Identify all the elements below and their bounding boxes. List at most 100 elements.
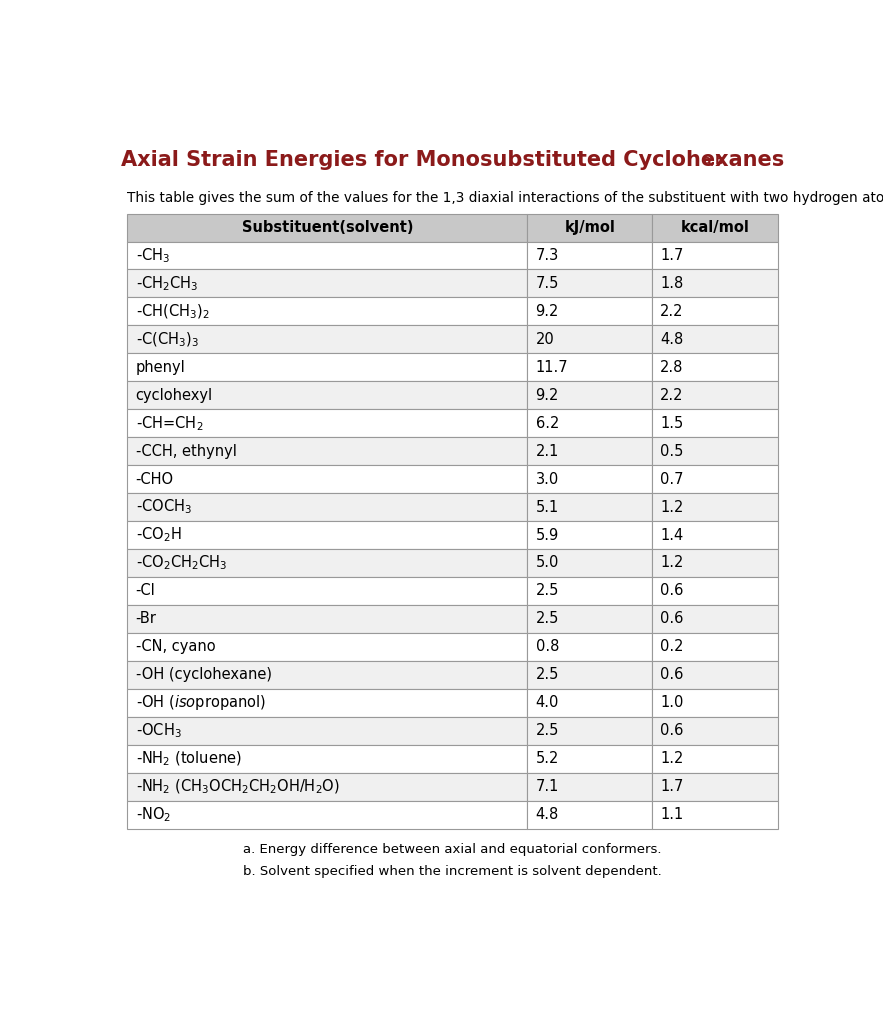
Bar [527, 269, 653, 297]
Text: cyclohexyl: cyclohexyl [136, 388, 213, 402]
Text: -OH (cyclohexane): -OH (cyclohexane) [136, 668, 272, 682]
Bar [127, 605, 527, 633]
Text: -OCH$_3$: -OCH$_3$ [136, 721, 182, 740]
Bar [127, 773, 527, 801]
Text: 5.1: 5.1 [535, 500, 559, 515]
Text: phenyl: phenyl [136, 359, 185, 375]
Text: 7.1: 7.1 [535, 779, 559, 795]
Text: -COCH$_3$: -COCH$_3$ [136, 498, 192, 516]
Text: 4.8: 4.8 [660, 332, 683, 347]
Bar [527, 297, 653, 326]
Bar [527, 577, 653, 605]
Text: -CCH, ethynyl: -CCH, ethynyl [136, 443, 237, 459]
Text: 0.8: 0.8 [535, 639, 559, 654]
Text: -CH$_2$CH$_3$: -CH$_2$CH$_3$ [136, 274, 199, 293]
Text: 2.2: 2.2 [660, 388, 683, 402]
Text: 9.2: 9.2 [535, 304, 559, 318]
Text: -C(CH$_3$)$_3$: -C(CH$_3$)$_3$ [136, 330, 199, 348]
Text: -CH$_3$: -CH$_3$ [136, 246, 170, 265]
Text: This table gives the sum of the values for the 1,3 diaxial interactions of the s: This table gives the sum of the values f… [127, 191, 883, 206]
Bar [127, 521, 527, 549]
Bar [127, 494, 527, 521]
Bar [653, 689, 778, 717]
Text: 1.1: 1.1 [660, 807, 683, 822]
Text: -CHO: -CHO [136, 472, 174, 486]
Bar [527, 214, 653, 242]
Bar [127, 269, 527, 297]
Text: 2.1: 2.1 [535, 443, 559, 459]
Bar [653, 717, 778, 744]
Bar [127, 410, 527, 437]
Text: -Br: -Br [136, 611, 156, 627]
Text: kcal/mol: kcal/mol [681, 220, 750, 236]
Bar [653, 326, 778, 353]
Text: 3.0: 3.0 [535, 472, 559, 486]
Text: 0.6: 0.6 [660, 668, 683, 682]
Text: 2.5: 2.5 [535, 668, 559, 682]
Text: 1.5: 1.5 [660, 416, 683, 431]
Bar [527, 242, 653, 269]
Text: 2.8: 2.8 [660, 359, 683, 375]
Bar [127, 437, 527, 465]
Text: 6.2: 6.2 [535, 416, 559, 431]
Bar [527, 633, 653, 660]
Bar [653, 353, 778, 381]
Text: -CH=CH$_2$: -CH=CH$_2$ [136, 414, 203, 432]
Bar [527, 326, 653, 353]
Text: 7.5: 7.5 [535, 275, 559, 291]
Text: 9.2: 9.2 [535, 388, 559, 402]
Text: -NH$_2$ (toluene): -NH$_2$ (toluene) [136, 750, 242, 768]
Bar [127, 689, 527, 717]
Text: 5.0: 5.0 [535, 555, 559, 570]
Bar [527, 549, 653, 577]
Bar [653, 465, 778, 494]
Bar [127, 717, 527, 744]
Bar [653, 605, 778, 633]
Bar [527, 744, 653, 773]
Bar [127, 660, 527, 689]
Text: Axial Strain Energies for Monosubstituted Cyclohexanes: Axial Strain Energies for Monosubstitute… [121, 151, 784, 170]
Text: -CO$_2$H: -CO$_2$H [136, 525, 181, 545]
Text: 0.2: 0.2 [660, 639, 683, 654]
Text: 0.7: 0.7 [660, 472, 683, 486]
Text: 1.2: 1.2 [660, 752, 683, 766]
Bar [127, 465, 527, 494]
Bar [527, 437, 653, 465]
Text: -OH ($\mathit{iso}$propanol): -OH ($\mathit{iso}$propanol) [136, 693, 266, 713]
Text: -Cl: -Cl [136, 584, 155, 598]
Bar [527, 494, 653, 521]
Bar [127, 326, 527, 353]
Bar [653, 633, 778, 660]
Bar [653, 521, 778, 549]
Bar [527, 410, 653, 437]
Bar [127, 297, 527, 326]
Bar [653, 577, 778, 605]
Bar [127, 801, 527, 828]
Text: 1.2: 1.2 [660, 500, 683, 515]
Bar [127, 381, 527, 410]
Text: 2.5: 2.5 [535, 611, 559, 627]
Bar [127, 549, 527, 577]
Bar [527, 465, 653, 494]
Text: -NH$_2$ (CH$_3$OCH$_2$CH$_2$OH/H$_2$O): -NH$_2$ (CH$_3$OCH$_2$CH$_2$OH/H$_2$O) [136, 777, 340, 796]
Text: 0.6: 0.6 [660, 723, 683, 738]
Bar [653, 660, 778, 689]
Text: 1.4: 1.4 [660, 527, 683, 543]
Text: -NO$_2$: -NO$_2$ [136, 805, 171, 824]
Bar [127, 577, 527, 605]
Bar [653, 744, 778, 773]
Bar [527, 689, 653, 717]
Bar [527, 773, 653, 801]
Bar [653, 494, 778, 521]
Bar [653, 214, 778, 242]
Bar [653, 773, 778, 801]
Text: 0.6: 0.6 [660, 584, 683, 598]
Text: 7.3: 7.3 [535, 248, 559, 263]
Text: 11.7: 11.7 [535, 359, 568, 375]
Bar [653, 437, 778, 465]
Bar [653, 549, 778, 577]
Text: 1.8: 1.8 [660, 275, 683, 291]
Bar [653, 410, 778, 437]
Bar [653, 297, 778, 326]
Text: 1.7: 1.7 [660, 248, 683, 263]
